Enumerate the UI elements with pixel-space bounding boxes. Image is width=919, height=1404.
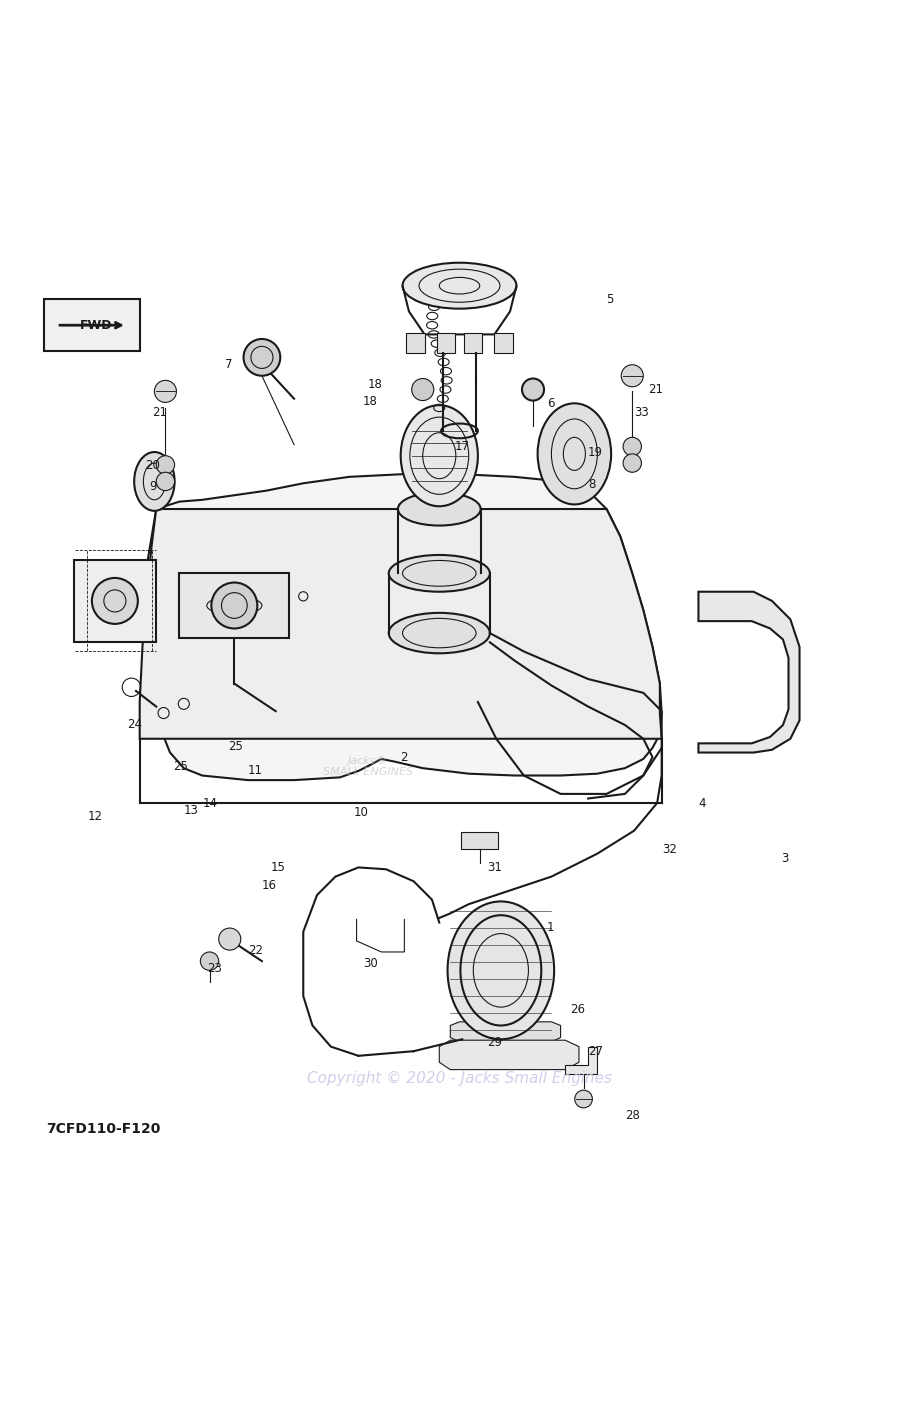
Ellipse shape xyxy=(403,263,516,309)
Circle shape xyxy=(244,338,280,376)
Text: 29: 29 xyxy=(487,1036,502,1049)
Bar xyxy=(437,333,455,352)
Text: 19: 19 xyxy=(588,445,603,459)
Bar xyxy=(494,333,513,352)
Text: 25: 25 xyxy=(173,760,187,772)
Text: 28: 28 xyxy=(625,1109,640,1122)
Text: 1: 1 xyxy=(547,921,554,934)
Text: 31: 31 xyxy=(487,861,502,873)
Text: 32: 32 xyxy=(662,842,676,855)
Text: 24: 24 xyxy=(127,719,142,731)
Ellipse shape xyxy=(389,555,490,591)
Ellipse shape xyxy=(389,614,490,653)
Bar xyxy=(74,560,156,642)
Text: FWD: FWD xyxy=(80,319,113,331)
Ellipse shape xyxy=(448,901,554,1039)
Polygon shape xyxy=(142,475,662,781)
Text: 26: 26 xyxy=(570,1004,584,1016)
Text: 23: 23 xyxy=(207,962,221,974)
Circle shape xyxy=(621,365,643,386)
Circle shape xyxy=(154,380,176,403)
Circle shape xyxy=(211,583,257,629)
Text: 8: 8 xyxy=(588,477,596,490)
Circle shape xyxy=(522,379,544,400)
Circle shape xyxy=(156,456,175,475)
Text: 22: 22 xyxy=(248,943,263,956)
Polygon shape xyxy=(439,1040,579,1070)
Circle shape xyxy=(92,578,138,623)
Circle shape xyxy=(623,437,641,456)
Text: 15: 15 xyxy=(271,861,286,873)
Circle shape xyxy=(574,1090,593,1108)
Polygon shape xyxy=(450,1022,561,1042)
Text: 10: 10 xyxy=(354,806,369,819)
Bar xyxy=(461,833,498,849)
Text: 2: 2 xyxy=(400,751,407,764)
Text: 13: 13 xyxy=(184,804,199,817)
Circle shape xyxy=(412,379,434,400)
Polygon shape xyxy=(140,510,662,739)
Text: 9: 9 xyxy=(149,480,156,493)
Text: 21: 21 xyxy=(152,406,166,418)
Text: 18: 18 xyxy=(363,395,378,409)
Text: Jacks®
SMALL ENGINES: Jacks® SMALL ENGINES xyxy=(323,755,413,778)
Text: 6: 6 xyxy=(547,397,554,410)
Bar xyxy=(44,299,140,351)
Text: 33: 33 xyxy=(634,406,649,418)
Text: 7: 7 xyxy=(225,358,233,371)
Text: 3: 3 xyxy=(781,852,789,865)
Text: 20: 20 xyxy=(145,459,160,472)
Text: 7CFD110-F120: 7CFD110-F120 xyxy=(46,1122,160,1136)
Text: 30: 30 xyxy=(363,958,378,970)
Ellipse shape xyxy=(401,406,478,507)
Circle shape xyxy=(156,472,175,490)
Text: 5: 5 xyxy=(607,293,614,306)
Ellipse shape xyxy=(398,493,481,525)
Text: 4: 4 xyxy=(698,796,706,810)
Polygon shape xyxy=(698,591,800,753)
Bar xyxy=(179,573,289,637)
Text: 14: 14 xyxy=(202,796,217,810)
Bar xyxy=(406,333,425,352)
Text: 27: 27 xyxy=(588,1045,603,1057)
Text: 16: 16 xyxy=(262,879,277,893)
Text: Copyright © 2020 - Jacks Small Engines: Copyright © 2020 - Jacks Small Engines xyxy=(307,1071,612,1087)
Ellipse shape xyxy=(134,452,175,511)
Text: 18: 18 xyxy=(368,379,382,392)
Text: 11: 11 xyxy=(248,764,263,778)
Text: 21: 21 xyxy=(648,383,663,396)
Text: 25: 25 xyxy=(228,740,243,753)
Bar xyxy=(464,333,482,352)
Ellipse shape xyxy=(538,403,611,504)
Polygon shape xyxy=(565,1046,597,1074)
Text: 12: 12 xyxy=(87,810,102,823)
Text: 17: 17 xyxy=(455,439,470,453)
Circle shape xyxy=(219,928,241,951)
Circle shape xyxy=(623,453,641,472)
Circle shape xyxy=(200,952,219,970)
